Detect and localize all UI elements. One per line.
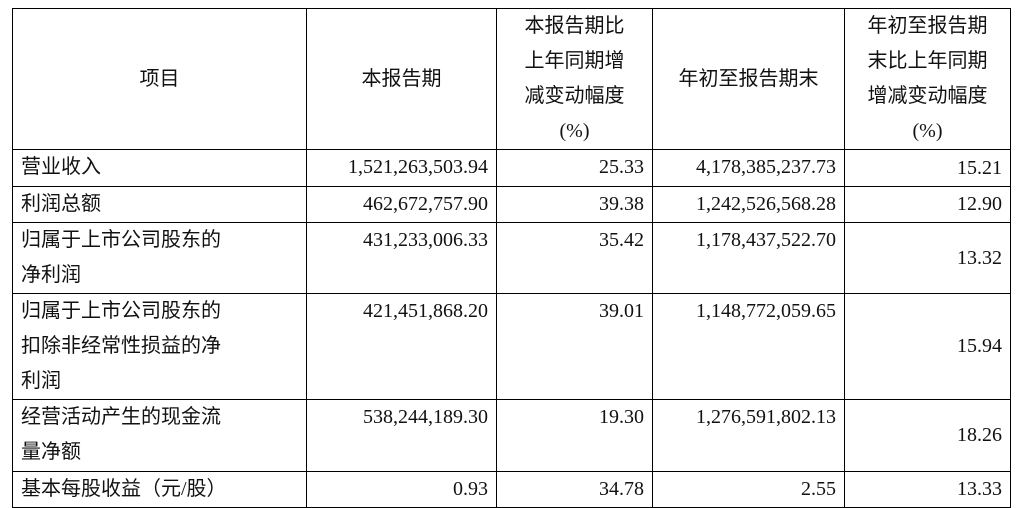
- text-line: (%): [912, 120, 943, 142]
- table-row: 营业收入 1,521,263,503.94 25.33 4,178,385,237.7…: [12, 149, 1011, 187]
- text-line: 年初至报告期: [867, 15, 988, 37]
- text-line: 归属于上市公司股东的: [21, 229, 221, 251]
- row-label: 利润总额: [12, 186, 307, 223]
- row-label: 归属于上市公司股东的 净利润: [12, 222, 307, 294]
- header-cell: 年初至报告期末: [652, 8, 845, 150]
- row-label: 经营活动产生的现金流 量净额: [12, 399, 307, 472]
- row-label: 营业收入: [12, 149, 307, 187]
- value-cell: 1,276,591,802.13: [652, 399, 845, 472]
- value-cell: 12.90: [844, 186, 1011, 223]
- table-row: 归属于上市公司股东的 净利润 431,233,006.33 35.42 1,178,43…: [12, 222, 1011, 294]
- table-body: 项目 本报告期 本报告期比上年同期增减变动幅度 (%) 年初至报告期末 年初至报告期 末比上…: [12, 8, 1011, 508]
- value-cell: 34.78: [496, 471, 653, 508]
- value-cell: 462,672,757.90: [306, 186, 497, 223]
- text-line: 增减变动幅度: [867, 85, 988, 107]
- row-label: 归属于上市公司股东的 扣除非经常性损益的净 利润: [12, 293, 307, 400]
- table-row: 归属于上市公司股东的 扣除非经常性损益的净 利润 421,451,868.20 39.0…: [12, 293, 1011, 400]
- header-cell: 项目: [12, 8, 307, 150]
- text-line: 扣除非经常性损益的净: [21, 335, 221, 357]
- value-cell: 18.26: [844, 399, 1011, 472]
- header-cell: 年初至报告期 末比上年同期 增减变动幅度 (%): [844, 8, 1011, 150]
- text-line: 年初至报告期末: [678, 67, 819, 90]
- text-line: 末比上年同期: [867, 50, 988, 72]
- table-row: 基本每股收益（元/股） 0.93 34.78 2.55 13.33: [12, 471, 1011, 508]
- value-cell: 1,521,263,503.94: [306, 149, 497, 187]
- text-line: 基本每股收益（元/股）: [21, 478, 227, 500]
- table-row: 经营活动产生的现金流 量净额 538,244,189.30 19.30 1,276,59…: [12, 399, 1011, 472]
- header-cell: 本报告期比上年同期增减变动幅度 (%): [496, 8, 653, 150]
- value-cell: 35.42: [496, 222, 653, 294]
- value-cell: 15.94: [844, 293, 1011, 400]
- value-cell: 431,233,006.33: [306, 222, 497, 294]
- text-line: 本报告期: [361, 67, 442, 90]
- value-cell: 1,148,772,059.65: [652, 293, 845, 400]
- text-line: 营业收入: [21, 156, 101, 178]
- value-cell: 39.01: [496, 293, 653, 400]
- value-cell: 1,178,437,522.70: [652, 222, 845, 294]
- table-row: 利润总额 462,672,757.90 39.38 1,242,526,568.28 1…: [12, 186, 1011, 223]
- row-label: 基本每股收益（元/股）: [12, 471, 307, 508]
- text-line: 量净额: [21, 441, 81, 463]
- text-line: 利润总额: [21, 193, 101, 215]
- text-line: 本报告期比: [524, 15, 625, 37]
- value-cell: 421,451,868.20: [306, 293, 497, 400]
- text-line: 归属于上市公司股东的: [21, 300, 221, 322]
- value-cell: 15.21: [844, 149, 1011, 187]
- header-cell: 本报告期: [306, 8, 497, 150]
- text-line: 利润: [21, 370, 61, 392]
- text-line: 减变动幅度: [524, 85, 625, 107]
- data-table: 项目 本报告期 本报告期比上年同期增减变动幅度 (%) 年初至报告期末 年初至报告期 末比上…: [12, 8, 1011, 508]
- value-cell: 39.38: [496, 186, 653, 223]
- text-line: 上年同期增: [524, 50, 625, 72]
- value-cell: 13.32: [844, 222, 1011, 294]
- value-cell: 538,244,189.30: [306, 399, 497, 472]
- value-cell: 19.30: [496, 399, 653, 472]
- text-line: 经营活动产生的现金流: [21, 406, 221, 428]
- header-row: 项目 本报告期 本报告期比上年同期增减变动幅度 (%) 年初至报告期末 年初至报告期 末比上…: [12, 8, 1011, 150]
- text-line: 净利润: [21, 264, 81, 286]
- value-cell: 4,178,385,237.73: [652, 149, 845, 187]
- text-line: (%): [559, 120, 590, 142]
- value-cell: 0.93: [306, 471, 497, 508]
- value-cell: 1,242,526,568.28: [652, 186, 845, 223]
- value-cell: 25.33: [496, 149, 653, 187]
- text-line: 项目: [139, 67, 180, 90]
- value-cell: 13.33: [844, 471, 1011, 508]
- value-cell: 2.55: [652, 471, 845, 508]
